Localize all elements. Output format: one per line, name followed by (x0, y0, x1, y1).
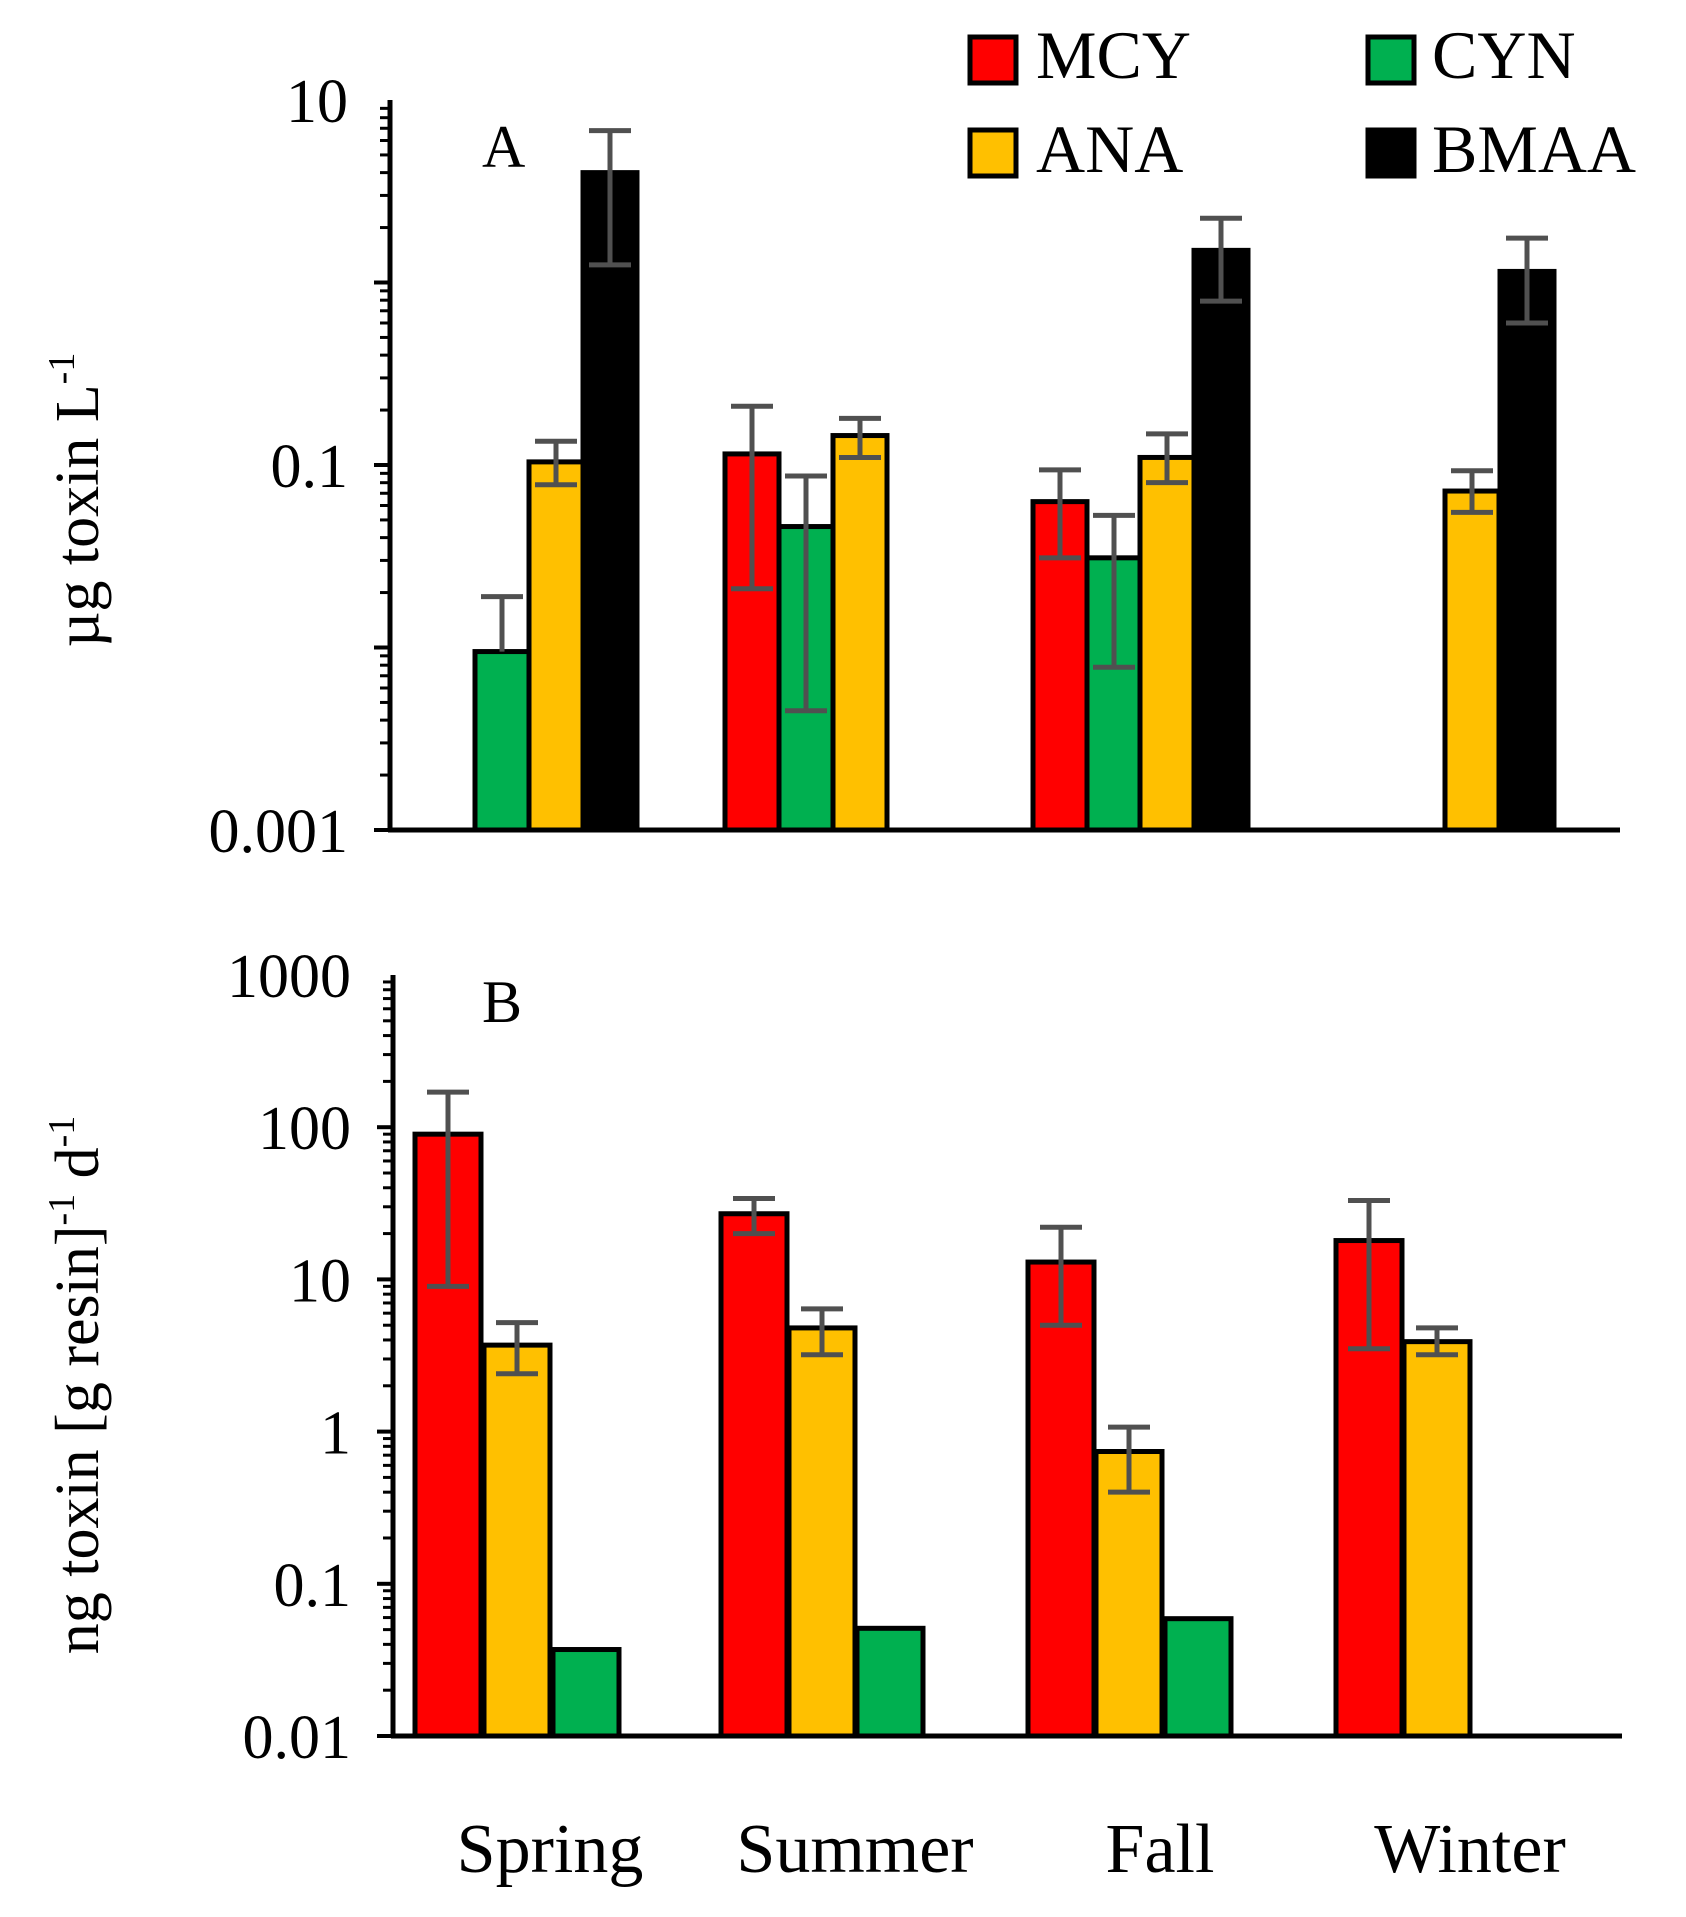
x-tick-label-winter: Winter (1374, 1811, 1566, 1888)
panel-a-bar-ana-winter (1442, 488, 1502, 833)
panel-a-ylabel: µg toxin L-1 (41, 353, 112, 648)
panel-b-bar-cyn-fall (1162, 1616, 1234, 1739)
x-axis-category-labels: Spring Summer Fall Winter (457, 1811, 1566, 1888)
panel-b-error-bar-ana-spring (496, 1320, 538, 1377)
panel-b-error-bar-ana-fall (1108, 1424, 1150, 1495)
panel-b-y-tick-label: 0.1 (274, 1552, 352, 1620)
panel-b-y-tick-labels: 1000 100 10 1 0.1 0.01 (227, 943, 351, 1772)
panel-b-y-tick-label: 1000 (227, 943, 351, 1011)
panel-a-y-tick-labels: 10 0.1 0.001 (209, 68, 349, 866)
panel-a-error-bar-ana-winter (1451, 468, 1493, 515)
panel-a-bar-ana-fall (1137, 454, 1197, 833)
panel-b-ylabel-d: d (44, 1147, 112, 1194)
legend-swatch-ana (967, 127, 1019, 179)
panel-b-bar-mcy-summer (718, 1211, 790, 1739)
legend-swatch-cyn (1365, 34, 1417, 86)
legend-label-ana: ANA (1036, 111, 1183, 187)
legend-item-mcy: MCY (967, 17, 1191, 93)
panel-a-error-bar-ana-spring (535, 438, 577, 488)
legend: MCY CYN ANA BMAA (967, 17, 1636, 187)
panel-a-error-bar-bmaa-spring (589, 128, 631, 268)
panel-b-ylabel: ng toxin [g resin]-1 d-1 (41, 1116, 112, 1655)
legend-swatch-bmaa (1365, 127, 1417, 179)
panel-b-y-tick-label: 1 (320, 1400, 351, 1468)
panel-b-bar-cyn-spring (550, 1647, 622, 1739)
panel-a-y-tick-label: 10 (286, 68, 348, 136)
panel-a-ylabel-text: µg toxin L (44, 384, 112, 647)
panel-a-error-bar-bmaa-fall (1200, 215, 1242, 304)
panel-b-bar-ana-winter (1401, 1339, 1473, 1739)
panel-b-ylabel-text: ng toxin [g resin] (44, 1226, 112, 1655)
panel-a-error-bar-mcy-fall (1039, 467, 1081, 561)
panel-b-y-tick-label: 0.01 (243, 1704, 352, 1772)
panel-b: B ng toxin [g resin]-1 d-1 10001001010.1… (41, 943, 1622, 1772)
legend-label-bmaa: BMAA (1432, 111, 1636, 187)
panel-a-bar-ana-spring (526, 459, 586, 833)
panel-b-y-tick-label: 10 (289, 1247, 351, 1315)
panel-a-y-tick-label: 0.001 (209, 798, 349, 866)
panel-a-error-bars (481, 128, 1548, 714)
panel-a-bar-bmaa-winter (1497, 268, 1557, 833)
panel-a-bar-cyn-fall (1084, 555, 1144, 833)
panel-b-error-bar-mcy-winter (1348, 1197, 1390, 1352)
panel-b-bar-ana-spring (481, 1342, 553, 1739)
panel-b-error-bar-ana-summer (801, 1306, 843, 1358)
panel-a-y-tick-label: 0.1 (271, 433, 349, 501)
legend-item-cyn: CYN (1365, 17, 1576, 93)
panel-b-ylabel-sup1: -1 (41, 1194, 83, 1226)
panel-a-error-bar-ana-summer (839, 415, 881, 460)
legend-item-ana: ANA (967, 111, 1183, 187)
panel-b-error-bar-mcy-spring (427, 1089, 469, 1289)
legend-item-bmaa: BMAA (1365, 111, 1636, 187)
panel-b-bar-mcy-fall (1025, 1259, 1097, 1739)
panel-b-y-tick-label: 100 (258, 1095, 351, 1163)
legend-label-mcy: MCY (1036, 17, 1191, 93)
panel-a-bar-cyn-spring (472, 649, 532, 833)
panel-a: A µg toxin L-1 10 0.1 0.001 (41, 68, 1620, 866)
x-tick-label-summer: Summer (736, 1811, 973, 1888)
panel-a-bar-ana-summer (830, 433, 890, 833)
panel-a-error-bar-mcy-summer (731, 403, 773, 592)
panel-a-bar-bmaa-fall (1191, 247, 1251, 833)
panel-b-bar-ana-summer (786, 1325, 858, 1739)
panel-a-error-bar-cyn-fall (1093, 512, 1135, 670)
x-tick-label-spring: Spring (457, 1811, 644, 1888)
panel-b-error-bar-mcy-summer (733, 1196, 775, 1237)
panel-a-bar-bmaa-spring (580, 170, 640, 833)
legend-label-cyn: CYN (1432, 17, 1576, 93)
panel-b-bar-cyn-summer (854, 1625, 926, 1739)
panel-a-bars (472, 170, 1557, 833)
panel-a-label: A (482, 114, 525, 180)
panel-a-error-bar-bmaa-winter (1506, 235, 1548, 326)
panel-b-bars (412, 1131, 1473, 1739)
panel-b-ylabel-sup2: -1 (41, 1116, 83, 1148)
panel-a-error-bar-ana-fall (1146, 431, 1188, 486)
legend-swatch-mcy (967, 34, 1019, 86)
x-tick-label-fall: Fall (1106, 1811, 1215, 1888)
panel-b-error-bar-ana-winter (1416, 1325, 1458, 1358)
panel-a-error-bar-cyn-summer (785, 473, 827, 714)
panel-a-error-bar-cyn-spring (481, 594, 523, 652)
panel-a-ylabel-sup: -1 (41, 353, 83, 385)
panel-b-error-bar-mcy-fall (1040, 1224, 1082, 1328)
panel-b-label: B (482, 969, 522, 1035)
panel-b-error-bars (427, 1089, 1458, 1495)
